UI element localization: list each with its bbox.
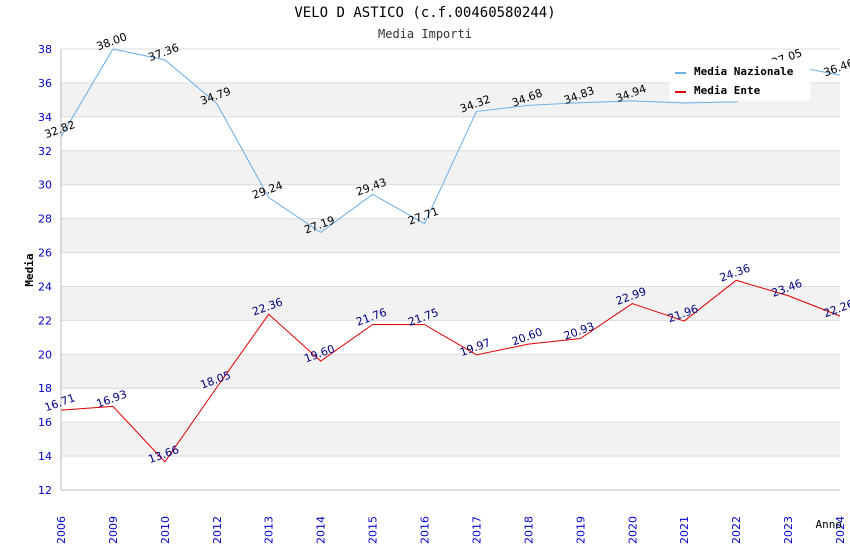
series-line-media-ente	[60, 279, 841, 463]
y-tick-label: 12	[38, 484, 52, 497]
grid-band	[61, 218, 840, 253]
x-tick-label: 2024	[834, 516, 847, 544]
y-tick-label: 20	[38, 348, 52, 361]
y-tick-label: 32	[38, 145, 52, 158]
chart-title: VELO D ASTICO (c.f.00460580244)	[294, 5, 556, 21]
x-tick-label: 2020	[626, 516, 639, 544]
y-tick-label: 36	[38, 77, 52, 90]
x-tick-label: 2022	[730, 516, 743, 544]
y-tick-label: 26	[38, 247, 52, 260]
y-tick-label: 34	[38, 111, 52, 124]
y-tick-label: 24	[38, 280, 52, 293]
x-tick-label: 2017	[470, 516, 483, 544]
x-tick-label: 2006	[55, 516, 68, 544]
chart-subtitle: Media Importi	[378, 27, 472, 41]
y-tick-label: 28	[38, 213, 52, 226]
x-tick-label: 2023	[782, 516, 795, 544]
y-tick-label: 18	[38, 382, 52, 395]
legend-label: Media Nazionale	[694, 65, 794, 78]
x-tick-label: 2015	[367, 516, 380, 544]
x-tick-label: 2014	[315, 516, 328, 544]
legend-box	[670, 60, 810, 101]
x-tick-label: 2019	[574, 516, 587, 544]
grid-bands	[60, 48, 840, 491]
grid-band	[61, 354, 840, 389]
y-tick-label: 30	[38, 179, 52, 192]
y-tick-label: 14	[38, 450, 52, 463]
y-axis-title: Media	[23, 253, 36, 286]
x-tick-label: 2021	[678, 516, 691, 544]
grid-band	[61, 422, 840, 457]
legend: Media Nazionale Media Ente	[670, 60, 810, 101]
x-axis-title: Anno	[816, 518, 843, 531]
x-tick-label: 2010	[159, 516, 172, 544]
x-tick-label: 2012	[211, 516, 224, 544]
x-tick-label: 2009	[107, 516, 120, 544]
y-tick-label: 38	[38, 43, 52, 56]
x-tick-label: 2013	[263, 516, 276, 544]
legend-label: Media Ente	[694, 84, 761, 97]
series-line-media-nazionale	[60, 48, 841, 233]
grid-band	[61, 286, 840, 321]
y-tick-label: 22	[38, 314, 52, 327]
x-tick-label: 2018	[522, 516, 535, 544]
y-tick-label: 16	[38, 416, 52, 429]
series-lines	[60, 48, 841, 463]
x-tick-label: 2016	[419, 516, 432, 544]
plot-background	[61, 49, 840, 490]
